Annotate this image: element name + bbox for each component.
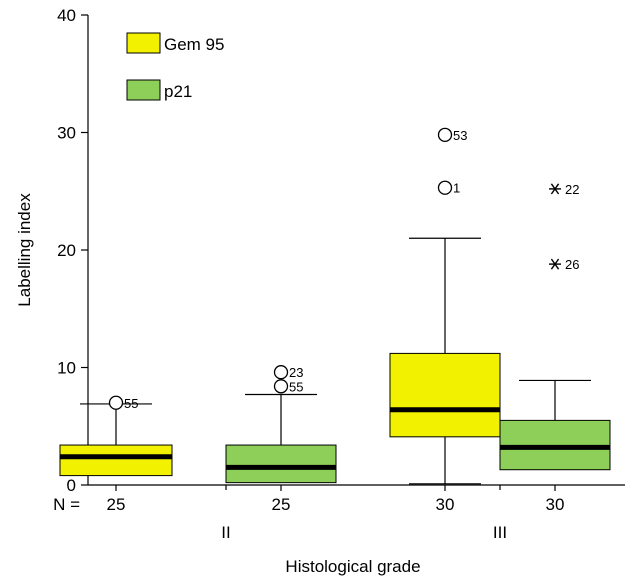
n-count-label: 25 [272,495,291,514]
outlier-star-marker [550,183,560,195]
y-tick-label: 10 [57,359,76,378]
y-axis-title: Labelling index [15,193,34,307]
box-gem95 [389,352,501,438]
legend-swatch-p21 [126,79,161,101]
outlier-circle-marker [437,180,453,195]
y-tick-label: 30 [57,124,76,143]
n-count-label: 25 [107,495,126,514]
outlier-label: 26 [565,257,579,272]
outlier-label: 53 [453,128,467,143]
outlier-circle-marker [273,379,289,394]
outlier-star-marker [550,258,560,270]
outlier-label: 55 [124,396,138,411]
group-label: III [493,523,507,542]
outlier-circle-marker [108,395,124,410]
outlier-circle-marker [437,127,453,143]
n-count-label: 30 [546,495,565,514]
legend-label: p21 [164,82,192,101]
outlier-label: 23 [289,365,303,380]
x-axis-title: Histological grade [285,557,420,576]
n-count-label: 30 [436,495,455,514]
box-p21 [225,444,337,484]
outlier-label: 1 [453,181,460,196]
outlier-label: 55 [289,379,303,394]
legend-swatch-gem95 [126,32,161,54]
y-tick-label: 40 [57,6,76,25]
outlier-circle-marker [273,365,289,380]
group-label: II [221,523,230,542]
y-tick-label: 20 [57,241,76,260]
n-prefix-label: N = [53,495,80,514]
box-gem95 [59,444,173,477]
y-tick-label: 0 [67,476,76,495]
outlier-label: 22 [565,182,579,197]
legend-label: Gem 95 [164,35,224,54]
